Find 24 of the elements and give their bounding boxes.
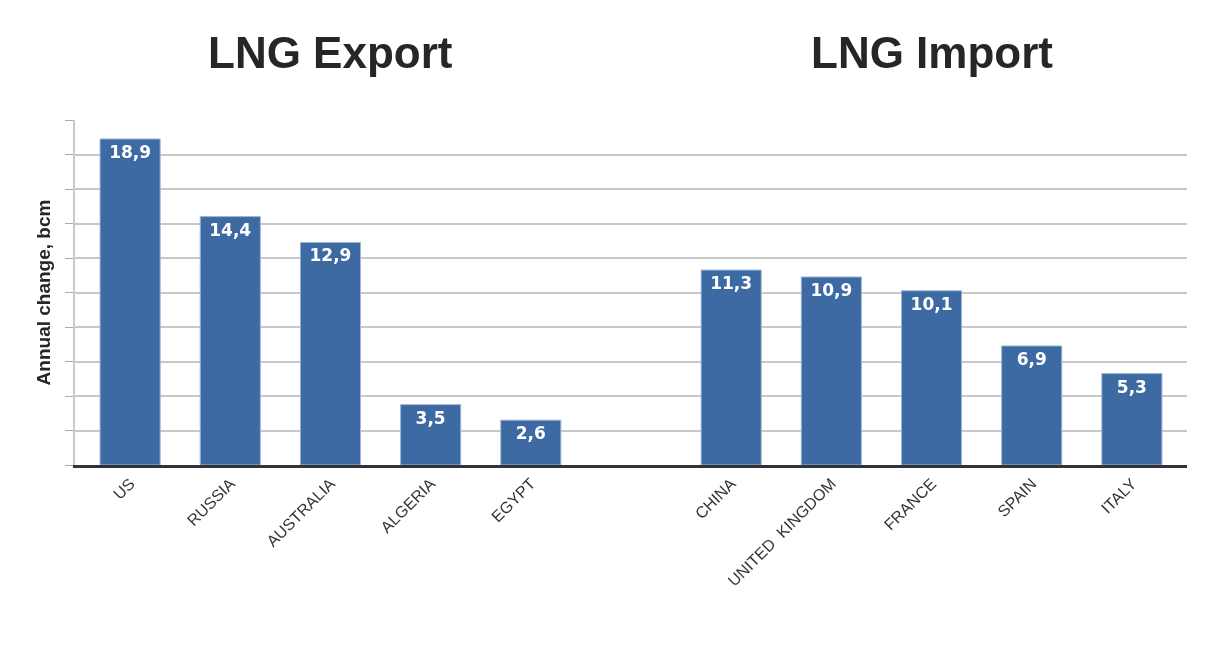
- bar: [500, 419, 562, 465]
- bar: [1001, 345, 1063, 465]
- data-label: 10,1: [910, 293, 953, 314]
- text: LNG Export: [208, 28, 453, 77]
- bar: [900, 290, 963, 465]
- y-axis-title: Annual change, bcm: [32, 199, 54, 386]
- data-label: 14,4: [209, 219, 252, 240]
- data-label: 3,5: [415, 407, 446, 428]
- data-label: 6,9: [1016, 348, 1047, 369]
- bar: [700, 269, 762, 465]
- data-label: 10,9: [810, 279, 853, 300]
- data-label: 12,9: [309, 245, 352, 266]
- bar: [99, 138, 161, 465]
- data-label: 5,3: [1116, 376, 1147, 397]
- data-label: 18,9: [109, 141, 152, 162]
- data-label: 11,3: [710, 273, 753, 294]
- text: LNG Import: [811, 28, 1054, 77]
- data-label: 2,6: [515, 423, 546, 444]
- bar: [199, 216, 261, 465]
- bar: [1101, 373, 1163, 465]
- bar: [299, 241, 362, 465]
- bar: [400, 404, 462, 465]
- x-tick-label: US: [110, 474, 138, 503]
- bar: [800, 276, 862, 465]
